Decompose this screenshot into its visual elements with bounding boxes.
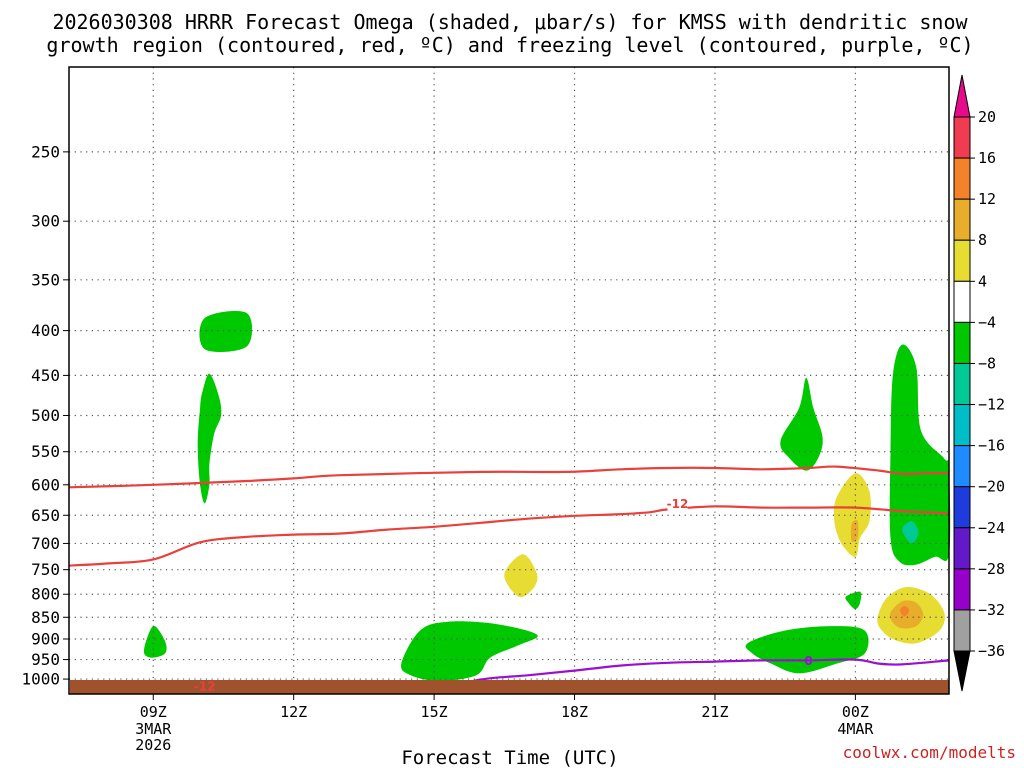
omega-green-400 <box>199 310 253 353</box>
colorbar-label-0: 20 <box>978 108 996 126</box>
colorbar-swatch-11 <box>953 568 971 611</box>
y-tick-label-550: 550 <box>31 442 60 461</box>
colorbar-label-10: −24 <box>978 519 1005 537</box>
omega-green-810 <box>845 591 862 610</box>
omega-green-930 <box>401 621 538 681</box>
plot-frame <box>68 66 950 695</box>
y-tick-label-950: 950 <box>31 650 60 669</box>
colorbar-swatch-12 <box>953 609 971 652</box>
omega-yellow-650 <box>833 473 871 557</box>
y-tick-label-800: 800 <box>31 585 60 604</box>
colorbar-swatch-4 <box>953 280 971 323</box>
y-tick-label-250: 250 <box>31 142 60 161</box>
y-tick-label-1000: 1000 <box>21 670 60 689</box>
colorbar-swatch-6 <box>953 362 971 406</box>
colorbar-label-5: −4 <box>978 313 996 331</box>
colorbar-label-2: 12 <box>978 190 996 208</box>
colorbar: 20 16 12 8 4 −4 −8 −12 −16 −20 −24 −28 −32 −36 <box>953 74 1005 692</box>
omega-red-835 <box>899 605 910 617</box>
y-tick-label-900: 900 <box>31 630 60 649</box>
colorbar-label-4: 4 <box>978 272 987 290</box>
y-tick-label-850: 850 <box>31 608 60 627</box>
colorbar-swatch-3 <box>953 239 971 282</box>
omega-yellow-760 <box>504 554 538 598</box>
credit-link[interactable]: coolwx.com/modelts <box>843 743 1016 762</box>
contour-label-bg-dgz-lower <box>667 496 688 511</box>
y-tick-label-450: 450 <box>31 366 60 385</box>
colorbar-swatch-1 <box>953 157 971 200</box>
contour-label-dgz-lower: -12 <box>667 497 689 511</box>
plot-area: -12 -12 0 <box>68 66 951 695</box>
y-tick-label-650: 650 <box>31 506 60 525</box>
omega-teal-675 <box>902 521 919 544</box>
x-tick-sublabel-2026: 2026 <box>135 736 171 754</box>
x-tick-label-18Z: 18Z <box>561 703 588 721</box>
x-tick-label-15Z: 15Z <box>421 703 448 721</box>
x-axis-label: Forecast Time (UTC) <box>401 747 618 768</box>
colorbar-label-7: −12 <box>978 396 1005 414</box>
omega-green-580 <box>889 344 951 566</box>
y-tick-label-600: 600 <box>31 475 60 494</box>
colorbar-swatch-2 <box>953 198 971 241</box>
colorbar-swatch-7 <box>953 404 971 447</box>
grid-lines <box>69 67 949 694</box>
omega-orange-670 <box>850 520 859 542</box>
omega-green-910 <box>143 625 167 658</box>
contour-freezing-level <box>443 658 950 691</box>
omega-shading <box>143 310 951 681</box>
y-tick-label-700: 700 <box>31 534 60 553</box>
y-tick-label-400: 400 <box>31 321 60 340</box>
y-tick-label-750: 750 <box>31 560 60 579</box>
chart-title-line-1: 2026030308 HRRR Forecast Omega (shaded, … <box>52 10 968 34</box>
colorbar-label-13: −36 <box>978 642 1005 660</box>
y-tick-label-500: 500 <box>31 406 60 425</box>
contour-dgz-upper <box>68 465 950 489</box>
omega-green-935 <box>745 626 869 674</box>
x-tick-sublabel-4MAR: 4MAR <box>837 720 874 738</box>
colorbar-label-3: 8 <box>978 231 987 249</box>
colorbar-swatch-9 <box>953 486 971 529</box>
omega-green-525 <box>780 377 823 471</box>
colorbar-swatch-0 <box>953 116 971 159</box>
contour-label-dgz-surface: -12 <box>194 680 216 694</box>
omega-green-500 <box>197 373 222 504</box>
colorbar-bottom-arrow <box>953 650 971 692</box>
colorbar-label-12: −32 <box>978 601 1005 619</box>
colorbar-label-9: −20 <box>978 478 1005 496</box>
x-tick-sublabel-3MAR: 3MAR <box>135 720 172 738</box>
colorbar-top-arrow <box>953 74 971 118</box>
colorbar-label-11: −28 <box>978 560 1005 578</box>
x-tick-label-21Z: 21Z <box>701 703 728 721</box>
colorbar-swatch-8 <box>953 445 971 488</box>
colorbar-label-6: −8 <box>978 354 996 372</box>
colorbar-swatch-10 <box>953 527 971 570</box>
x-tick-label-00Z: 00Z <box>842 703 869 721</box>
ground-surface <box>70 680 949 694</box>
x-tick-label-12Z: 12Z <box>280 703 307 721</box>
colorbar-swatch-5 <box>953 321 971 364</box>
colorbar-label-1: 16 <box>978 149 996 167</box>
plot-background <box>69 67 949 694</box>
x-tick-label-09Z: 09Z <box>140 703 167 721</box>
colorbar-label-8: −16 <box>978 437 1005 455</box>
contour-dgz-lower <box>68 505 950 567</box>
y-tick-label-350: 350 <box>31 270 60 289</box>
y-tick-label-300: 300 <box>31 212 60 231</box>
chart-title-line-2: growth region (contoured, red, ºC) and f… <box>46 33 973 57</box>
contour-labels: -12 -12 0 <box>194 496 813 694</box>
y-axis-pressure: 250 300 350 400 450 500 550 600 650 700 750 800 850 9… <box>21 142 69 689</box>
contour-label-freezing-level: 0 <box>804 654 812 668</box>
